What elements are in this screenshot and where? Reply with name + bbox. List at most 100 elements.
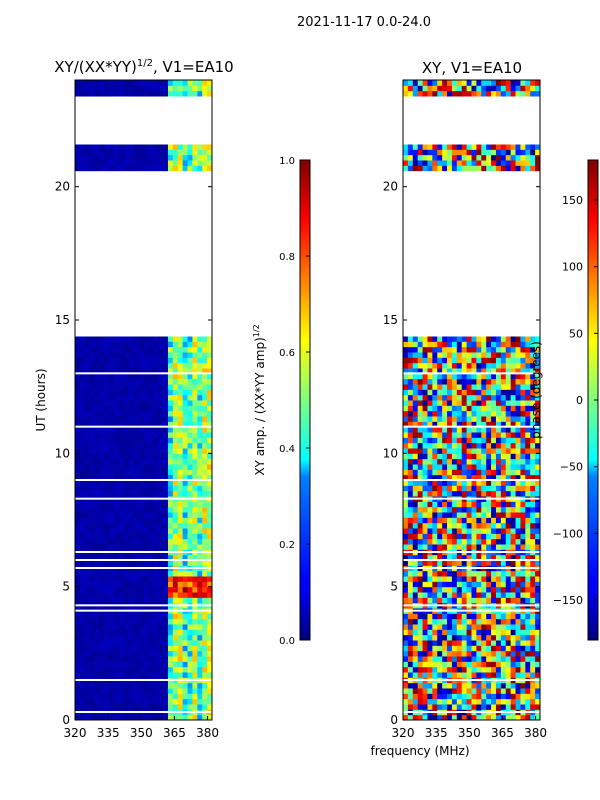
- heatmap-cell: [417, 480, 424, 486]
- heatmap-cell: [491, 576, 497, 582]
- heatmap-cell: [167, 517, 174, 524]
- heatmap-cell: [486, 458, 492, 465]
- heatmap-cell: [437, 581, 443, 588]
- heatmap-cell: [530, 490, 536, 497]
- heatmap-cell: [486, 597, 492, 604]
- heatmap-cell: [158, 101, 164, 108]
- heatmap-cell: [75, 117, 81, 124]
- heatmap-cell: [451, 698, 458, 705]
- heatmap-cell: [202, 309, 208, 316]
- heatmap-cell: [525, 650, 531, 657]
- heatmap-cell: [128, 394, 135, 401]
- heatmap-cell: [182, 304, 189, 310]
- heatmap-cell: [500, 597, 507, 604]
- heatmap-cell: [207, 256, 213, 262]
- heatmap-cell: [119, 421, 125, 428]
- heatmap-cell: [437, 597, 443, 604]
- heatmap-cell: [153, 186, 159, 193]
- heatmap-cell: [481, 538, 487, 545]
- heatmap-cell: [158, 421, 164, 428]
- heatmap-cell: [75, 234, 81, 241]
- heatmap-cell: [447, 522, 453, 529]
- heatmap-cell: [182, 240, 189, 246]
- heatmap-cell: [177, 560, 184, 566]
- heatmap-cell: [109, 192, 115, 198]
- heatmap-cell: [148, 698, 154, 705]
- heatmap-cell: [520, 432, 526, 438]
- heatmap-cell: [114, 336, 120, 342]
- heatmap-cell: [143, 293, 149, 300]
- heatmap-cell: [99, 650, 105, 657]
- heatmap-cell: [75, 474, 81, 481]
- heatmap-cell: [182, 266, 189, 273]
- heatmap-cell: [114, 106, 120, 113]
- heatmap-cell: [202, 197, 208, 204]
- heatmap-cell: [119, 597, 125, 604]
- heatmap-cell: [167, 714, 174, 721]
- heatmap-cell: [510, 442, 517, 449]
- heatmap-cell: [158, 586, 164, 593]
- heatmap-cell: [535, 480, 541, 486]
- heatmap-cell: [197, 85, 203, 92]
- heatmap-cell: [123, 250, 130, 257]
- heatmap-cell: [187, 576, 193, 582]
- heatmap-cell: [407, 672, 414, 678]
- heatmap-cell: [192, 538, 198, 545]
- heatmap-cell: [94, 704, 100, 710]
- heatmap-cell: [466, 522, 472, 529]
- heatmap-cell: [515, 597, 521, 604]
- heatmap-cell: [163, 149, 169, 156]
- heatmap-cell: [192, 485, 198, 492]
- heatmap-cell: [432, 597, 438, 604]
- heatmap-cell: [197, 469, 203, 476]
- heatmap-cell: [451, 688, 458, 694]
- heatmap-cell: [187, 133, 193, 140]
- heatmap-cell: [119, 170, 125, 177]
- heatmap-cell: [75, 384, 81, 390]
- heatmap-cell: [202, 234, 208, 241]
- heatmap-cell: [163, 362, 169, 369]
- heatmap-cell: [476, 421, 482, 428]
- heatmap-cell: [143, 117, 149, 124]
- heatmap-cell: [202, 517, 208, 524]
- heatmap-cell: [172, 128, 179, 134]
- heatmap-cell: [114, 314, 120, 321]
- heatmap-cell: [119, 106, 125, 113]
- heatmap-cell: [143, 560, 149, 566]
- heatmap-cell: [207, 128, 213, 134]
- heatmap-cell: [187, 138, 193, 145]
- heatmap-cell: [442, 490, 448, 497]
- heatmap-cell: [451, 645, 458, 652]
- heatmap-cell: [109, 570, 115, 577]
- heatmap-cell: [148, 389, 154, 396]
- heatmap-cell: [148, 202, 154, 209]
- heatmap-cell: [432, 581, 438, 588]
- heatmap-cell: [133, 618, 140, 625]
- heatmap-cell: [109, 421, 115, 428]
- heatmap-cell: [153, 586, 159, 593]
- heatmap-cell: [207, 416, 213, 422]
- heatmap-cell: [79, 554, 86, 561]
- heatmap-cell: [163, 448, 169, 454]
- heatmap-cell: [114, 240, 120, 246]
- heatmap-cell: [89, 485, 96, 492]
- heatmap-cell: [525, 714, 531, 721]
- heatmap-cell: [403, 656, 409, 662]
- heatmap-cell: [197, 624, 203, 630]
- heatmap-cell: [158, 346, 164, 353]
- heatmap-cell: [133, 533, 140, 540]
- heatmap-cell: [197, 672, 203, 678]
- heatmap-cell: [412, 512, 419, 518]
- heatmap-cell: [192, 592, 198, 598]
- heatmap-cell: [99, 538, 105, 545]
- heatmap-cell: [167, 128, 174, 134]
- heatmap-cell: [192, 330, 198, 337]
- heatmap-cell: [114, 122, 120, 129]
- heatmap-cell: [143, 138, 149, 145]
- heatmap-cell: [192, 149, 198, 156]
- heatmap-cell: [79, 112, 86, 118]
- heatmap-cell: [99, 128, 105, 134]
- heatmap-cell: [119, 661, 125, 668]
- heatmap-cell: [197, 629, 203, 636]
- heatmap-cell: [486, 688, 492, 694]
